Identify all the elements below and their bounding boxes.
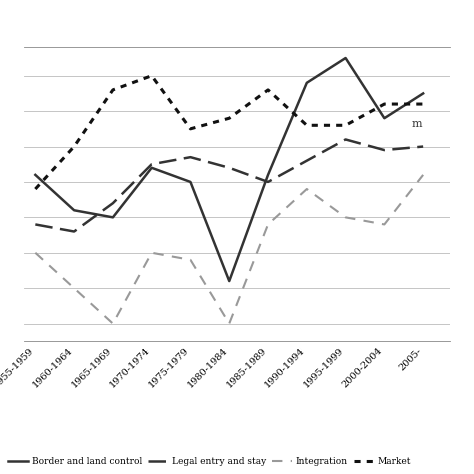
Legend: Border and land control, Legal entry and stay, Integration, Market: Border and land control, Legal entry and…: [5, 453, 415, 469]
Text: m: m: [411, 119, 422, 129]
